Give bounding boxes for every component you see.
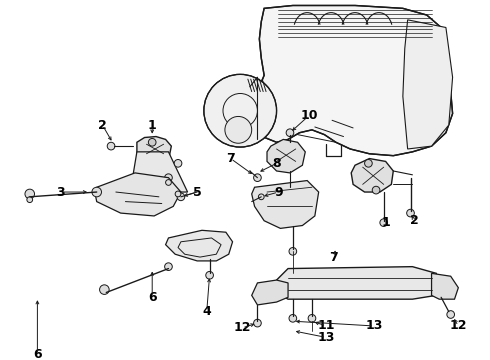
Circle shape bbox=[407, 209, 415, 217]
Text: 13: 13 bbox=[366, 319, 383, 333]
Circle shape bbox=[225, 116, 252, 143]
Circle shape bbox=[148, 139, 156, 146]
Text: 6: 6 bbox=[33, 348, 42, 360]
Text: 8: 8 bbox=[272, 157, 281, 170]
Circle shape bbox=[99, 285, 109, 294]
Circle shape bbox=[177, 193, 185, 201]
Text: 7: 7 bbox=[226, 152, 235, 165]
Circle shape bbox=[289, 315, 296, 322]
Circle shape bbox=[174, 159, 182, 167]
Polygon shape bbox=[267, 139, 305, 173]
Text: 4: 4 bbox=[202, 305, 211, 318]
Text: 1: 1 bbox=[381, 216, 390, 229]
Circle shape bbox=[254, 174, 261, 181]
Circle shape bbox=[290, 273, 295, 279]
Circle shape bbox=[308, 315, 316, 322]
Circle shape bbox=[166, 180, 171, 185]
Circle shape bbox=[447, 311, 455, 318]
Text: 2: 2 bbox=[410, 214, 419, 227]
Text: 13: 13 bbox=[318, 331, 335, 344]
Text: 5: 5 bbox=[193, 185, 201, 198]
Circle shape bbox=[206, 271, 214, 279]
Text: 6: 6 bbox=[148, 291, 156, 304]
Polygon shape bbox=[130, 152, 188, 192]
Polygon shape bbox=[166, 230, 233, 261]
Circle shape bbox=[25, 189, 34, 199]
Circle shape bbox=[175, 191, 181, 197]
Text: 10: 10 bbox=[300, 109, 318, 122]
Text: 11: 11 bbox=[318, 319, 335, 333]
Circle shape bbox=[156, 158, 164, 165]
Circle shape bbox=[92, 187, 101, 197]
Polygon shape bbox=[137, 136, 172, 163]
Polygon shape bbox=[403, 20, 453, 149]
Circle shape bbox=[372, 186, 380, 194]
Text: 7: 7 bbox=[330, 251, 339, 264]
Text: 3: 3 bbox=[56, 185, 65, 198]
Text: 12: 12 bbox=[233, 321, 251, 334]
Circle shape bbox=[380, 219, 388, 226]
Polygon shape bbox=[276, 267, 439, 299]
Circle shape bbox=[27, 197, 33, 203]
Polygon shape bbox=[432, 273, 458, 299]
Circle shape bbox=[286, 129, 294, 136]
Polygon shape bbox=[252, 280, 288, 305]
Text: 9: 9 bbox=[274, 185, 283, 198]
Circle shape bbox=[289, 248, 296, 255]
Polygon shape bbox=[252, 181, 318, 228]
Text: 2: 2 bbox=[98, 118, 107, 131]
Circle shape bbox=[204, 75, 276, 147]
Circle shape bbox=[165, 174, 172, 181]
Circle shape bbox=[365, 159, 372, 167]
Polygon shape bbox=[351, 158, 393, 192]
Polygon shape bbox=[252, 5, 453, 156]
Circle shape bbox=[107, 142, 115, 150]
Circle shape bbox=[254, 319, 261, 327]
Text: 1: 1 bbox=[148, 118, 157, 131]
Circle shape bbox=[165, 263, 172, 270]
Polygon shape bbox=[95, 173, 181, 216]
Text: 12: 12 bbox=[450, 319, 467, 333]
Circle shape bbox=[258, 194, 264, 200]
Circle shape bbox=[148, 188, 156, 196]
